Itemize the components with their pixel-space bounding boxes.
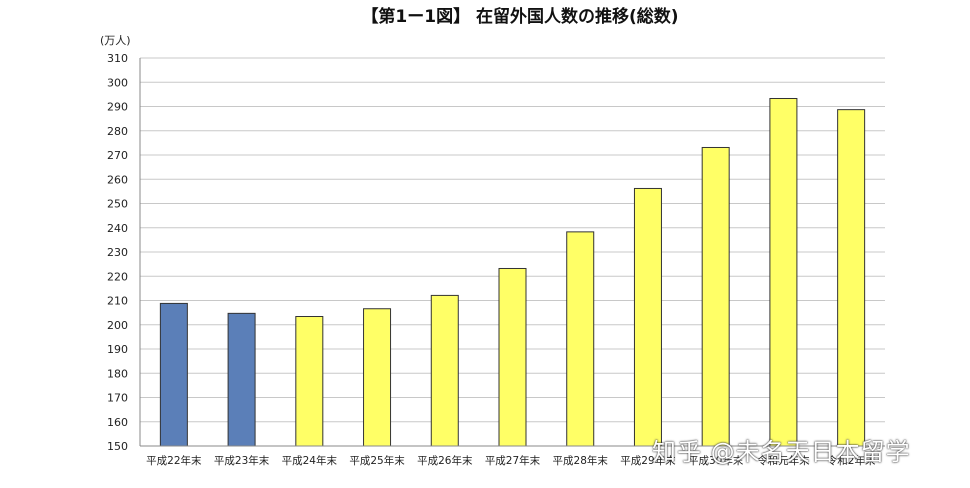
x-tick-label: 平成26年末 [417, 454, 473, 467]
y-tick-label: 180 [107, 367, 128, 380]
y-axis-unit-label: (万人) [100, 34, 131, 47]
bar-7 [566, 231, 595, 447]
x-tick-label: 令和元年末 [757, 454, 810, 467]
x-tick-label: 令和2年末 [827, 454, 876, 467]
x-tick-label: 平成22年末 [146, 454, 202, 467]
y-tick-label: 230 [107, 246, 128, 259]
bar-6 [498, 267, 527, 447]
bar-9 [701, 146, 730, 447]
bar-8 [633, 187, 662, 447]
x-tick-label: 平成24年末 [282, 454, 338, 467]
x-tick-label: 平成25年末 [349, 454, 405, 467]
y-tick-label: 240 [107, 222, 128, 235]
x-tick-label: 平成28年末 [553, 454, 609, 467]
y-tick-label: 250 [107, 198, 128, 211]
tick-labels: 150 160 170 180 190 200 210 220 230 240 250 260 270 2… [107, 52, 876, 467]
x-tick-label: 平成30年末 [688, 454, 744, 467]
bar-4 [363, 308, 392, 447]
x-tick-label: 平成29年末 [620, 454, 676, 467]
grid-lines [140, 57, 885, 447]
x-tick-label: 平成27年末 [485, 454, 541, 467]
bar-3 [295, 316, 324, 447]
y-tick-label: 170 [107, 392, 128, 405]
y-tick-label: 220 [107, 270, 128, 283]
watermark-text: 知乎 @未名天日本留学 [652, 438, 911, 466]
y-tick-label: 190 [107, 343, 128, 356]
bar-11 [837, 109, 866, 447]
bar-2 [227, 312, 256, 447]
bars [159, 97, 866, 447]
x-tick-label: 平成23年末 [214, 454, 270, 467]
y-tick-label: 210 [107, 295, 128, 308]
y-tick-label: 280 [107, 125, 128, 138]
y-tick-label: 160 [107, 416, 128, 429]
bar-10 [769, 97, 798, 447]
y-tick-label: 200 [107, 319, 128, 332]
y-tick-label: 310 [107, 52, 128, 65]
y-tick-label: 150 [107, 440, 128, 453]
y-tick-label: 300 [107, 76, 128, 89]
bar-5 [430, 294, 459, 447]
axes [139, 58, 885, 447]
y-tick-label: 270 [107, 149, 128, 162]
chart-title: 【第1ー1図】 在留外国人数の推移(総数) [361, 7, 679, 27]
y-tick-label: 290 [107, 101, 128, 114]
bar-1 [159, 302, 188, 447]
y-tick-label: 260 [107, 173, 128, 186]
